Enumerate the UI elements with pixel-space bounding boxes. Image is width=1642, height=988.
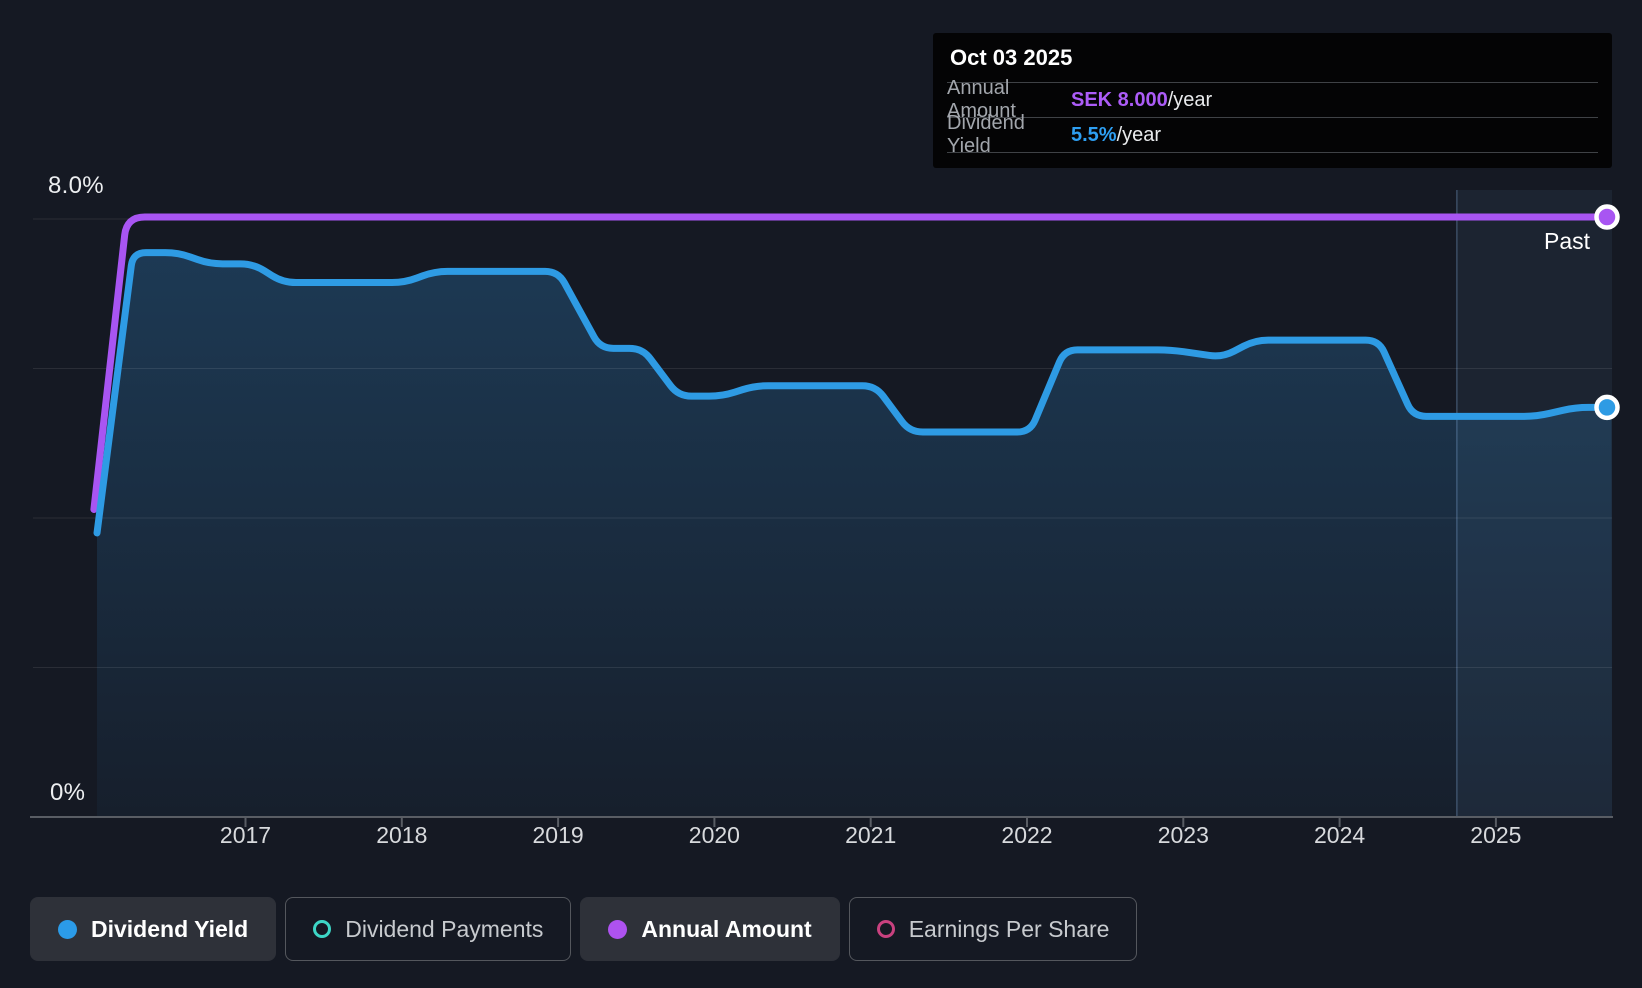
tooltip-date: Oct 03 2025 bbox=[950, 45, 1073, 70]
legend-label: Dividend Yield bbox=[91, 915, 249, 942]
chart-tooltip: Oct 03 2025 Annual Amount SEK 8.000/year D… bbox=[933, 33, 1612, 168]
tooltip-row-suffix: /year bbox=[1116, 123, 1162, 146]
tooltip-row-value: SEK 8.000 bbox=[1071, 88, 1168, 111]
tooltip-row-value: 5.5% bbox=[1071, 123, 1117, 146]
tooltip-footer-divider bbox=[947, 152, 1598, 168]
y-axis-max-label: 8.0% bbox=[48, 172, 104, 199]
x-axis-label-2025: 2025 bbox=[1470, 822, 1522, 848]
x-axis-label-2022: 2022 bbox=[1001, 822, 1053, 848]
dividend-yield-marker bbox=[1594, 394, 1620, 421]
x-axis-label-2017: 2017 bbox=[219, 822, 272, 848]
dividend-yield-line bbox=[93, 249, 1616, 537]
legend-button-annual-amount[interactable]: Annual Amount bbox=[580, 897, 840, 961]
x-axis-label-2020: 2020 bbox=[688, 822, 740, 848]
x-axis-label-2024: 2024 bbox=[1314, 822, 1366, 848]
legend-label: Annual Amount bbox=[641, 915, 812, 942]
legend-button-earnings-per-share[interactable]: Earnings Per Share bbox=[848, 897, 1138, 961]
chart-legend: Dividend Yield Dividend Payments Annual Am… bbox=[30, 897, 1138, 961]
legend-button-dividend-payments[interactable]: Dividend Payments bbox=[285, 897, 572, 961]
annual-amount-line bbox=[90, 213, 1616, 513]
x-axis-label-2021: 2021 bbox=[845, 822, 897, 848]
dividend-payments-marker-icon bbox=[313, 920, 332, 938]
legend-button-dividend-yield[interactable]: Dividend Yield bbox=[30, 897, 277, 961]
past-region-label: Past bbox=[1544, 228, 1591, 254]
dividend-yield-marker-icon bbox=[58, 919, 77, 939]
x-axis-label-2018: 2018 bbox=[376, 822, 428, 848]
tooltip-row-dividend-yield: Dividend Yield 5.5%/year bbox=[947, 112, 1598, 157]
y-axis-min-label: 0% bbox=[50, 779, 86, 806]
x-axis-label-2023: 2023 bbox=[1157, 822, 1209, 848]
tooltip-row-label: Annual Amount bbox=[947, 77, 1016, 122]
tooltip-row-label: Dividend Yield bbox=[947, 112, 1025, 157]
past-region-overlay bbox=[1456, 190, 1612, 817]
tooltip-row-suffix: /year bbox=[1167, 88, 1213, 111]
dividend-yield-area bbox=[97, 252, 1612, 817]
x-axis-label-2019: 2019 bbox=[532, 822, 584, 848]
legend-label: Dividend Payments bbox=[345, 915, 544, 942]
earnings-per-share-marker-icon bbox=[876, 920, 895, 938]
annual-amount-marker bbox=[1594, 204, 1620, 230]
tooltip-row-annual-amount: Annual Amount SEK 8.000/year bbox=[947, 77, 1598, 122]
legend-label: Earnings Per Share bbox=[908, 915, 1110, 942]
annual-amount-marker-icon bbox=[608, 919, 628, 939]
